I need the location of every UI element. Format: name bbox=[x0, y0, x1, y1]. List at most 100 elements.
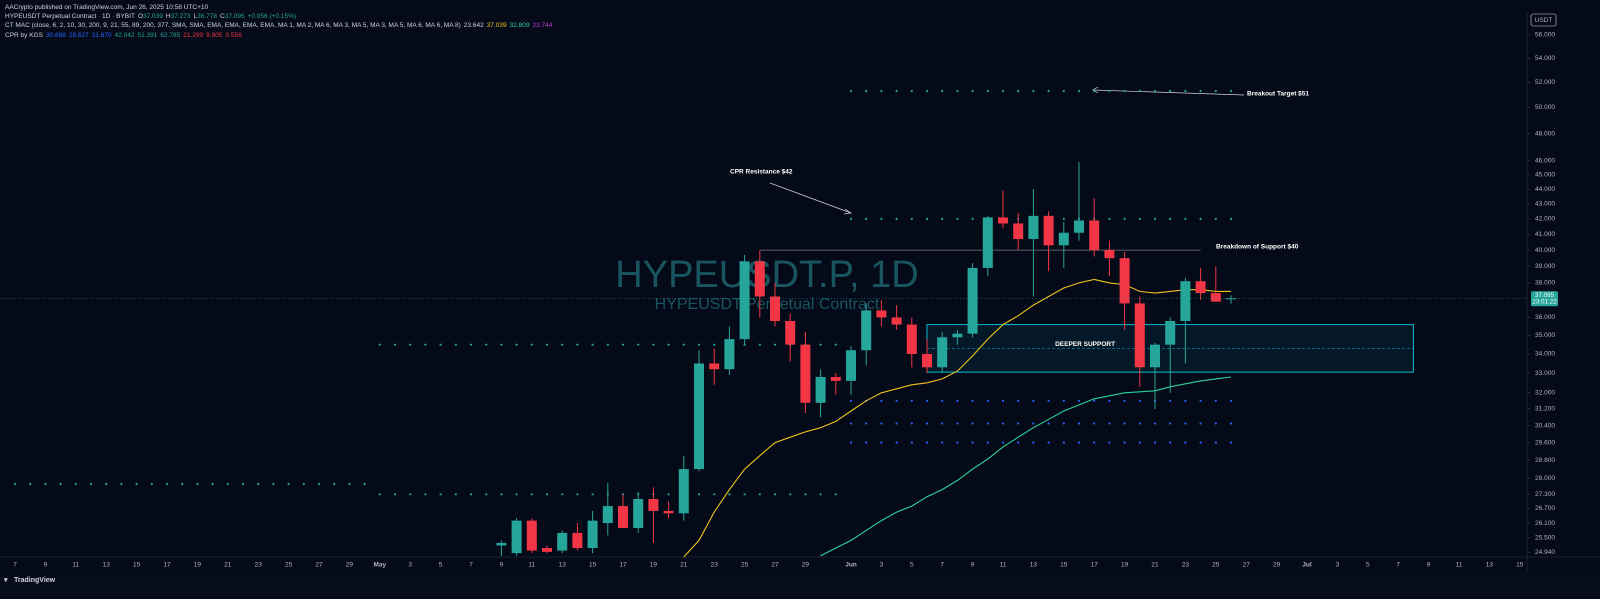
level-dot bbox=[181, 482, 184, 485]
candle-body bbox=[557, 532, 568, 551]
y-tick-label: 26.700 bbox=[1535, 505, 1555, 512]
level-dot bbox=[1138, 441, 1141, 444]
candle-body bbox=[982, 217, 993, 268]
level-dot bbox=[1138, 422, 1141, 425]
x-tick-label: 21 bbox=[224, 562, 232, 569]
level-dot bbox=[1153, 217, 1157, 221]
level-dot bbox=[561, 493, 564, 496]
level-dot bbox=[895, 89, 898, 93]
level-dot bbox=[1062, 441, 1065, 444]
level-dot bbox=[1047, 399, 1050, 402]
level-dot bbox=[333, 482, 336, 485]
candle-body bbox=[1058, 232, 1069, 246]
footer-bar bbox=[0, 573, 1600, 599]
level-dot bbox=[241, 482, 245, 485]
watermark-subtitle: HYPEUSDT Perpetual Contract bbox=[655, 296, 880, 313]
level-dot bbox=[819, 493, 822, 496]
level-dot bbox=[1093, 399, 1096, 402]
y-tick-label: 39.000 bbox=[1535, 263, 1555, 270]
watermark-title: HYPEUSDT.P, 1D bbox=[615, 254, 918, 296]
level-dot bbox=[910, 441, 913, 444]
level-dot bbox=[910, 399, 913, 402]
level-dot bbox=[515, 493, 518, 496]
level-dot bbox=[378, 343, 381, 346]
x-tick-label: 13 bbox=[559, 562, 567, 569]
candle-body bbox=[633, 499, 644, 528]
level-dot bbox=[849, 217, 853, 221]
level-dot bbox=[1214, 217, 1217, 221]
level-dot bbox=[713, 343, 716, 346]
y-tick-label: 34.000 bbox=[1535, 351, 1555, 358]
level-dot bbox=[910, 422, 913, 425]
candle-body bbox=[1195, 281, 1206, 294]
level-dot bbox=[925, 89, 929, 93]
level-dot bbox=[561, 343, 564, 346]
x-tick-label: 17 bbox=[619, 562, 627, 569]
ohlc-value: 36.778 bbox=[197, 13, 217, 21]
level-dot bbox=[530, 493, 533, 496]
level-dot bbox=[1169, 217, 1172, 221]
x-tick-label: 23 bbox=[255, 562, 263, 569]
level-dot bbox=[925, 217, 929, 221]
y-tick-label: 35.000 bbox=[1535, 332, 1555, 339]
y-tick-label: 45.000 bbox=[1535, 172, 1555, 179]
level-dot bbox=[834, 493, 837, 496]
y-tick-label: 32.000 bbox=[1535, 389, 1555, 396]
y-tick-label: 52.000 bbox=[1535, 79, 1555, 86]
level-dot bbox=[1108, 441, 1111, 444]
y-tick-label: 28.000 bbox=[1535, 475, 1555, 482]
level-dot bbox=[29, 482, 32, 485]
annotation: Breakdown of Support $40 bbox=[1216, 244, 1299, 251]
x-tick-label: 11 bbox=[528, 562, 535, 569]
level-dot bbox=[925, 399, 929, 402]
level-dot bbox=[880, 441, 883, 444]
level-dot bbox=[500, 343, 503, 346]
indicator-row: CPR by KGS 30.698 29.627 31.670 42.042 51.391… bbox=[5, 31, 555, 40]
level-dot bbox=[865, 217, 868, 221]
level-dot bbox=[1062, 422, 1065, 425]
level-dot bbox=[667, 493, 670, 496]
x-tick-label: 11 bbox=[1000, 562, 1007, 569]
x-tick-label: 7 bbox=[13, 562, 17, 569]
ohlc-key: H bbox=[165, 13, 171, 21]
ohlc-value: 37.095 bbox=[224, 13, 245, 21]
level-dot bbox=[1062, 217, 1065, 221]
x-tick-label: May bbox=[373, 562, 386, 569]
ohlc-value: 37.273 bbox=[170, 13, 191, 21]
candle-body bbox=[724, 339, 735, 370]
indicator-row: CT MAC (close, 6, 2, 10, 30, 200, 9, 21,… bbox=[5, 21, 555, 30]
level-dot bbox=[1047, 89, 1050, 93]
level-dot bbox=[971, 441, 974, 444]
level-dot bbox=[1199, 441, 1202, 444]
level-dot bbox=[1229, 441, 1233, 444]
level-dot bbox=[317, 482, 321, 485]
candle-body bbox=[1180, 281, 1191, 322]
x-tick-label: 5 bbox=[1366, 562, 1370, 569]
level-dot bbox=[910, 217, 913, 221]
x-tick-label: 27 bbox=[315, 562, 323, 569]
arrows bbox=[769, 86, 1245, 215]
candle-body bbox=[891, 317, 902, 325]
x-tick-label: 7 bbox=[1396, 562, 1400, 569]
indicator-value: 30.698 bbox=[45, 31, 66, 39]
level-dot bbox=[1017, 422, 1020, 425]
level-dot bbox=[1017, 89, 1020, 93]
indicator-value: 62.785 bbox=[160, 31, 181, 39]
level-dot bbox=[1153, 422, 1157, 425]
x-tick-label: 9 bbox=[971, 562, 975, 569]
countdown: 23:01:22 bbox=[1532, 298, 1557, 305]
y-tick-label: 46.000 bbox=[1535, 157, 1555, 164]
level-dot bbox=[1214, 441, 1217, 444]
level-dot bbox=[469, 493, 473, 496]
level-dot bbox=[74, 482, 77, 485]
level-dot bbox=[941, 217, 944, 221]
level-dot bbox=[1001, 422, 1005, 425]
level-dot bbox=[956, 422, 959, 425]
x-tick-label: 9 bbox=[44, 562, 48, 569]
indicator-value: 42.042 bbox=[114, 31, 135, 39]
level-dot bbox=[1169, 422, 1172, 425]
x-tick-label: 3 bbox=[408, 562, 412, 569]
level-dot bbox=[1001, 441, 1005, 444]
level-dot bbox=[1017, 399, 1020, 402]
level-dot bbox=[1108, 422, 1111, 425]
